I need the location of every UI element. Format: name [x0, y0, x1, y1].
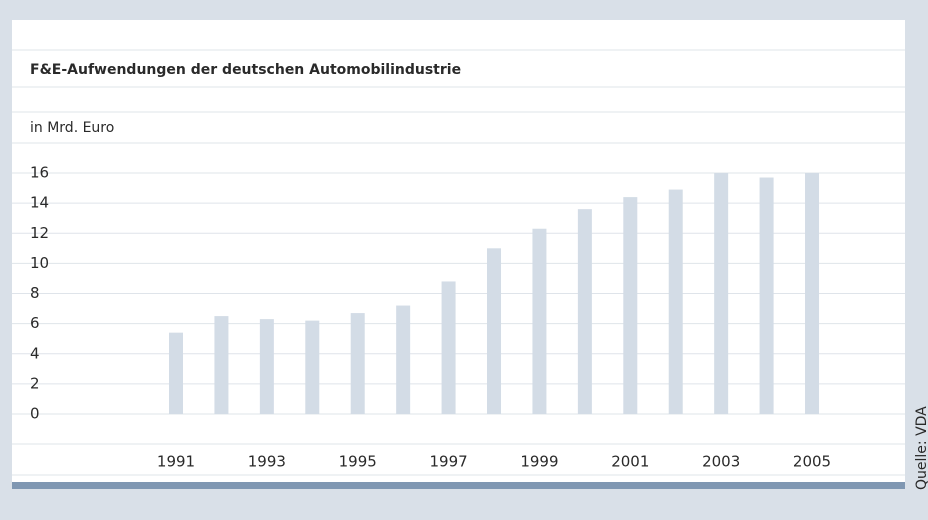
y-tick-label: 14: [30, 194, 49, 212]
x-tick-label: 2001: [611, 453, 649, 471]
bar: [487, 248, 502, 414]
y-tick-label: 6: [30, 314, 40, 332]
bar: [668, 189, 683, 414]
bar: [805, 173, 820, 414]
x-tick-label: 1991: [157, 453, 195, 471]
bar: [714, 173, 729, 414]
x-tick-label: 2003: [702, 453, 740, 471]
bar: [305, 320, 320, 414]
bar: [396, 305, 411, 414]
panel: [12, 20, 905, 482]
bar: [259, 319, 274, 414]
bar: [577, 209, 592, 414]
y-tick-label: 8: [30, 284, 40, 302]
bottom-bar: [12, 482, 905, 489]
x-tick-label: 1993: [248, 453, 286, 471]
x-tick-label: 2005: [793, 453, 831, 471]
bar: [350, 313, 365, 414]
y-tick-label: 0: [30, 405, 40, 423]
source: Quelle: VDA: [914, 406, 928, 490]
y-tick-label: 2: [30, 374, 40, 392]
y-tick-label: 4: [30, 344, 40, 362]
bar: [623, 197, 638, 414]
x-tick-label: 1999: [520, 453, 558, 471]
bar: [214, 316, 229, 414]
x-tick-label: 1995: [339, 453, 377, 471]
y-tick-label: 12: [30, 224, 49, 242]
bar: [169, 332, 183, 414]
bar: [759, 177, 774, 414]
axis-label: in Mrd. Euro: [30, 120, 114, 136]
chart-title: F&E-Aufwendungen der deutschen Automobil…: [30, 62, 461, 78]
bar: [532, 228, 547, 414]
y-tick-label: 10: [30, 254, 49, 272]
y-tick-label: 16: [30, 164, 49, 182]
x-tick-label: 1997: [429, 453, 467, 471]
bar: [441, 281, 456, 414]
